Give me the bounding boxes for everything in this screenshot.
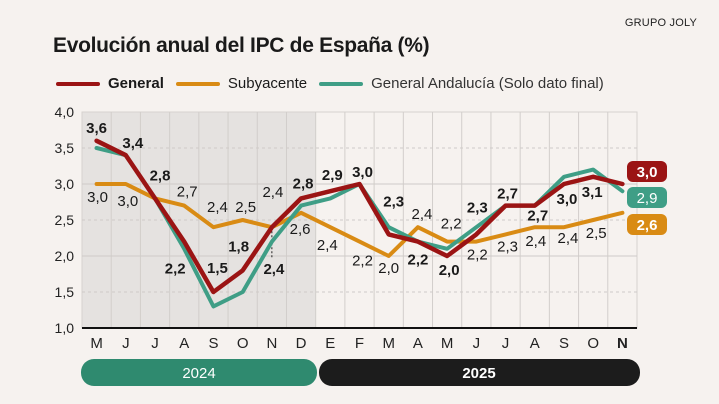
x-tick-label: A [413,335,423,352]
data-label: 2,6 [290,221,311,238]
x-tick-label: J [502,335,510,352]
data-label: 2,0 [439,262,460,279]
data-label: 2,2 [165,261,186,278]
y-tick-label: 3,5 [55,140,75,156]
x-tick-label: M [441,335,454,352]
x-tick-label: J [473,335,481,352]
legend-label: General Andalucía (Solo dato final) [371,75,604,92]
legend: General Subyacente General Andalucía (So… [56,75,616,92]
data-label: 2,4 [317,237,338,254]
data-label: 2,2 [467,247,488,264]
data-label: 2,0 [378,260,399,277]
x-tick-label: N [266,335,277,352]
brand-logo-text: GRUPO JOLY [624,17,697,29]
data-label: 2,4 [263,261,285,278]
legend-label: General [108,75,164,92]
end-value-badge [627,214,667,235]
end-value-badge [627,187,667,208]
x-tick-label: J [151,335,159,352]
x-tick-label: S [208,335,218,352]
data-label: 1,5 [207,260,228,277]
data-label: 2,4 [525,233,546,250]
data-label: 1,8 [228,238,249,255]
data-label: 3,4 [122,135,144,152]
data-label: 2,3 [497,238,518,255]
legend-item-andalucia: General Andalucía (Solo dato final) [319,75,604,92]
y-tick-label: 4,0 [55,104,75,120]
data-label: 3,0 [87,189,108,206]
data-label: 2,7 [177,184,198,201]
year-label-2024: 2024 [182,365,215,382]
y-tick-label: 2,0 [55,248,75,264]
data-label: 3,0 [117,193,138,210]
data-label: 2,7 [527,208,548,225]
x-tick-label: E [325,335,335,352]
x-tick-label: F [355,335,364,352]
y-tick-label: 1,5 [55,284,75,300]
chart-title: Evolución anual del IPC de España (%) [53,34,430,57]
end-value-label: 3,0 [637,164,658,181]
legend-swatch [319,81,364,86]
x-tick-label: A [179,335,189,352]
series-line-subyacente [94,182,625,258]
data-label: 2,8 [150,167,171,184]
data-label: 3,1 [582,184,603,201]
x-tick-label: O [587,335,599,352]
data-label: 3,6 [86,120,107,137]
data-label: 2,9 [322,167,343,184]
series-line-general [94,138,625,295]
y-tick-label: 1,0 [55,320,75,336]
data-label: 2,4 [262,184,283,201]
x-tick-label: M [90,335,103,352]
data-label: 2,3 [467,199,488,216]
x-tick-label: A [530,335,540,352]
x-tick-label: S [559,335,569,352]
data-label: 2,4 [558,230,579,247]
x-tick-label: J [122,335,130,352]
y-tick-label: 2,5 [55,212,75,228]
legend-label: Subyacente [227,75,308,92]
y-tick-label: 3,0 [55,176,75,192]
legend-item-subyacente: Subyacente [175,75,308,92]
end-value-badge [627,161,667,182]
legend-item-general: General [56,75,164,92]
year-pill-2025 [319,359,640,386]
legend-swatch [56,81,100,86]
year-label-2025: 2025 [462,365,495,382]
data-label: 3,0 [352,164,373,181]
data-label: 2,5 [235,199,256,216]
data-label: 2,4 [207,199,228,216]
data-label: 2,8 [293,175,314,192]
end-value-label: 2,9 [637,190,658,207]
x-tick-label: D [296,335,307,352]
data-label: 2,2 [441,216,462,233]
data-label: 2,2 [352,253,373,270]
x-tick-label: N [617,335,628,352]
data-label: 2,7 [497,186,518,203]
x-tick-label: O [237,335,249,352]
data-label: 2,4 [411,206,432,223]
year-pill-2024 [81,359,317,386]
legend-swatch [175,81,220,86]
end-value-label: 2,6 [637,217,658,234]
x-tick-label: M [382,335,395,352]
data-label: 2,3 [383,193,404,210]
data-label: 2,2 [407,252,428,269]
data-label: 2,5 [586,225,607,242]
data-label: 3,0 [557,191,578,208]
